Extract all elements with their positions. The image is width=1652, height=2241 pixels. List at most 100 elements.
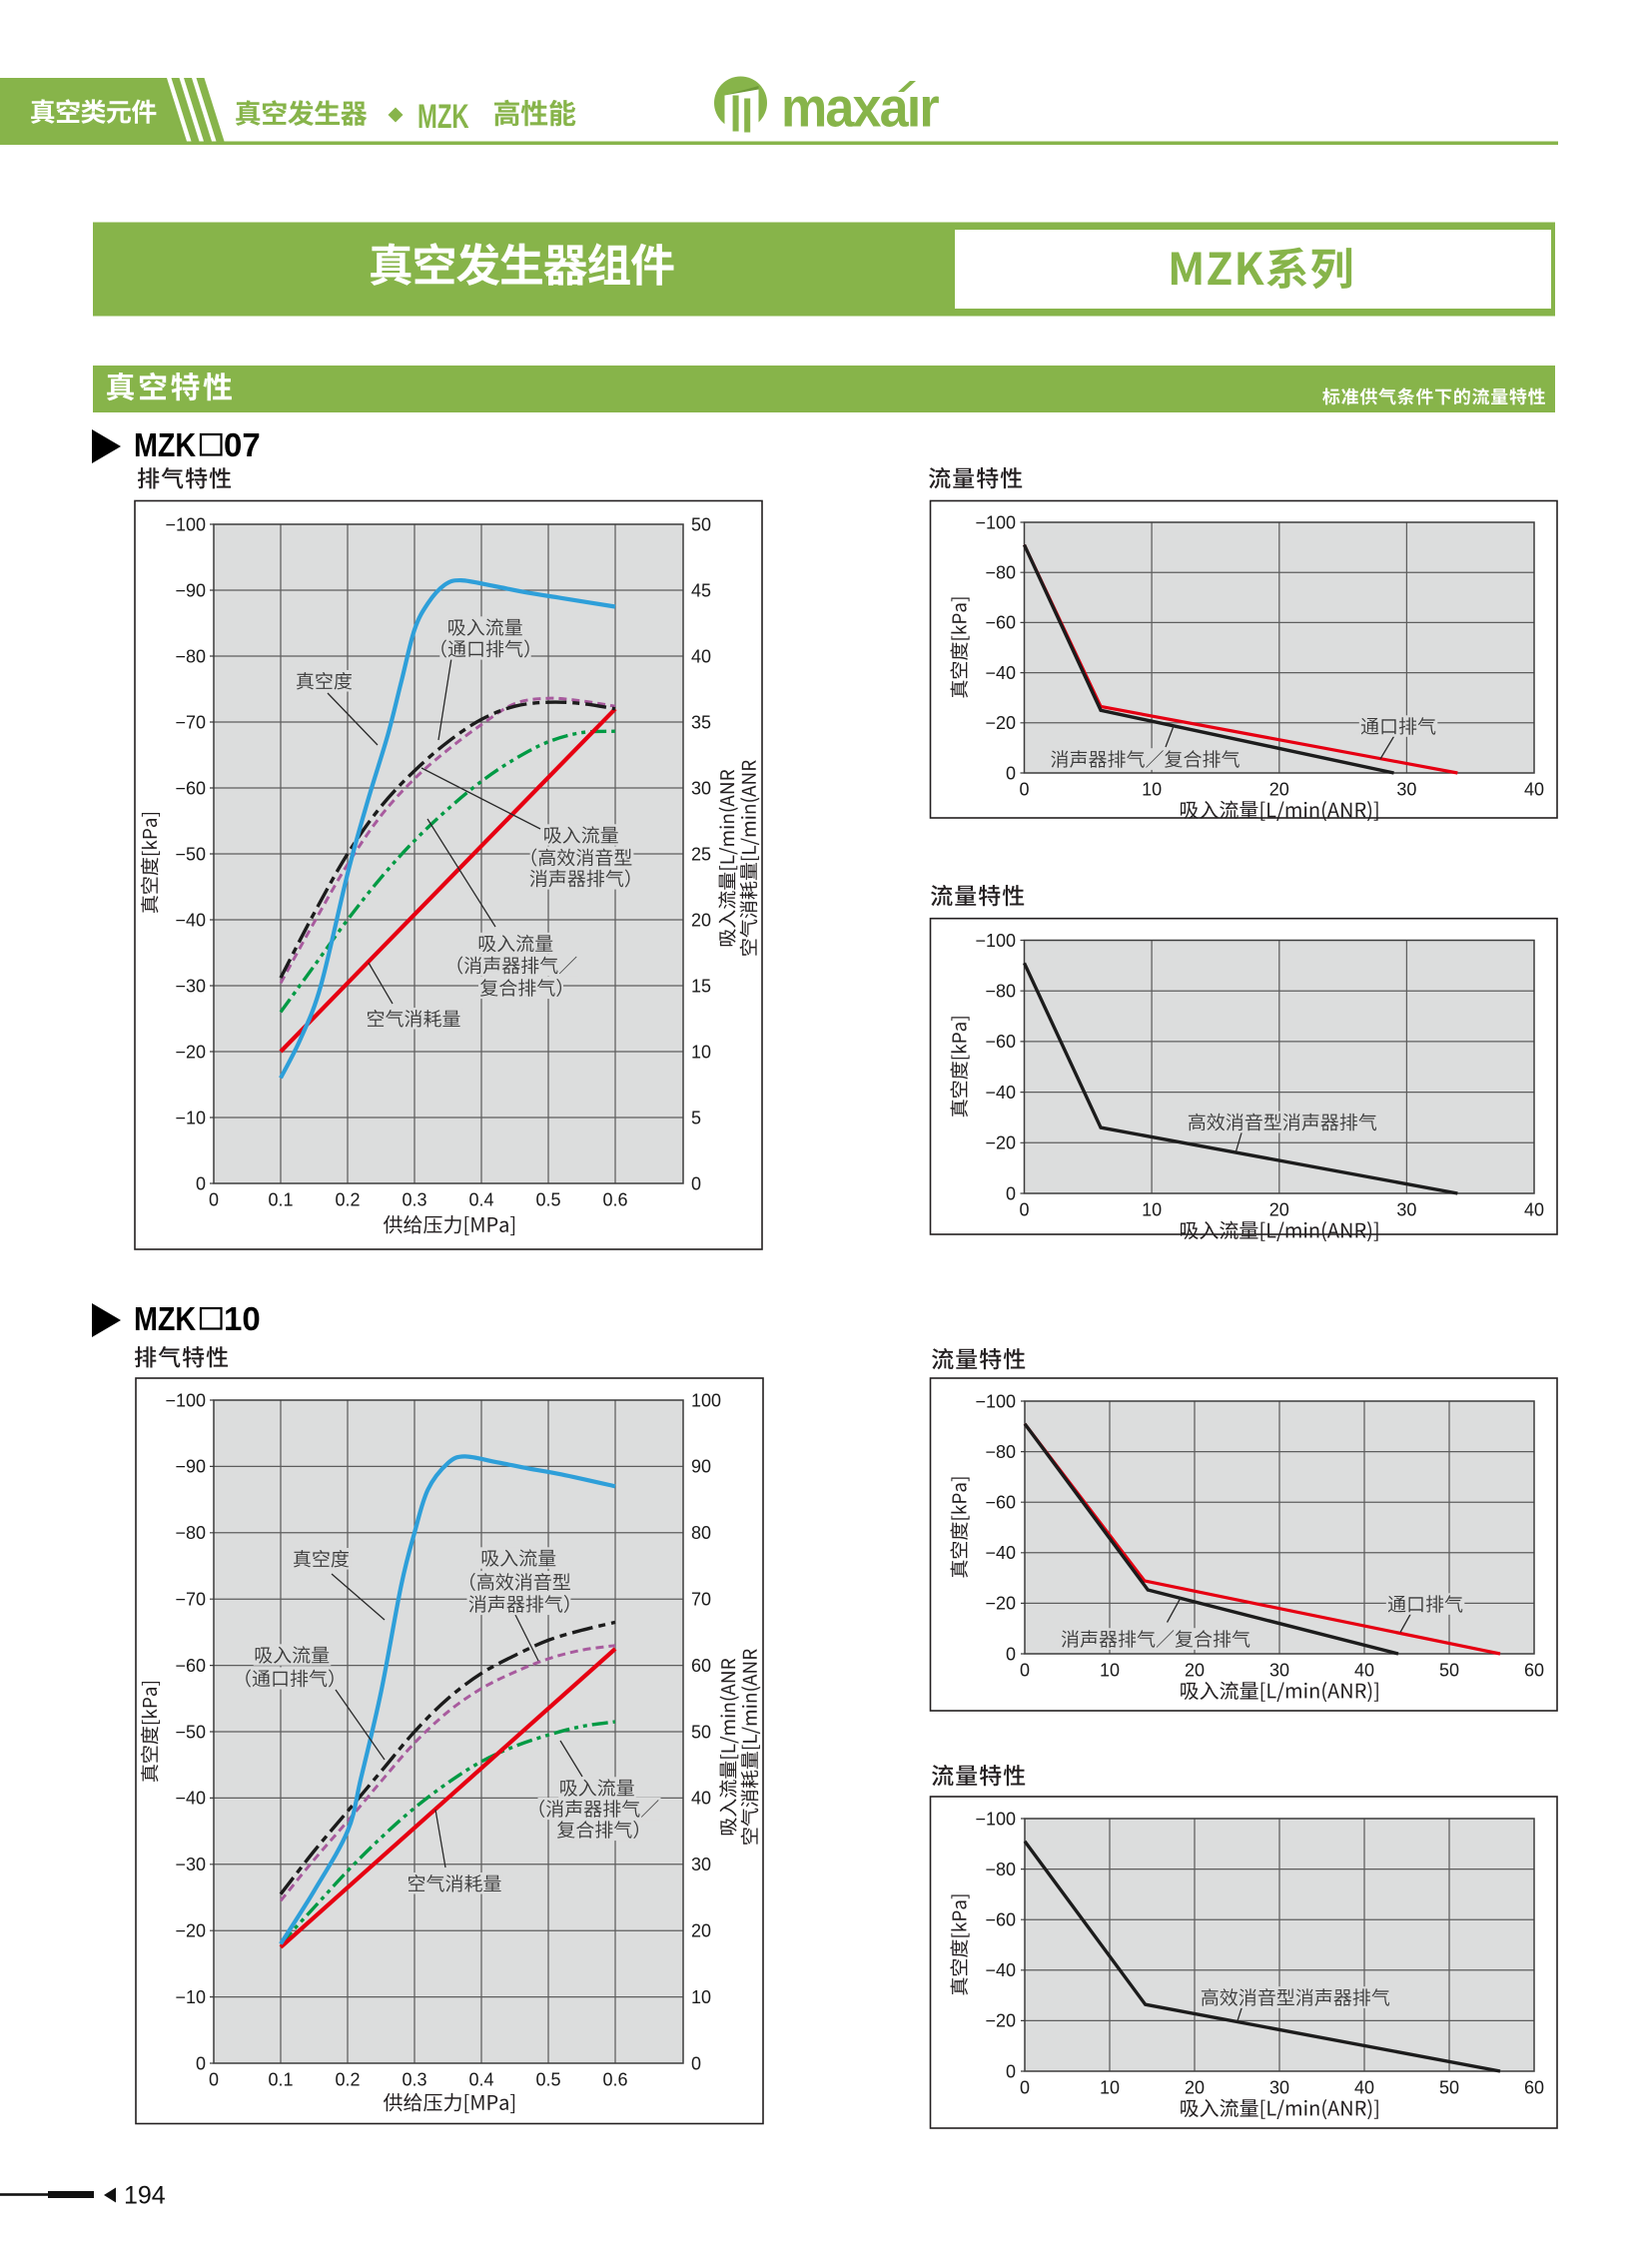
svg-text:maxaır: maxaır xyxy=(781,77,940,139)
svg-text:10: 10 xyxy=(1100,1661,1120,1681)
svg-text:MZK: MZK xyxy=(417,98,469,136)
svg-text:30: 30 xyxy=(1269,1661,1289,1681)
svg-text:40: 40 xyxy=(691,646,711,666)
svg-text:−20: −20 xyxy=(985,713,1016,733)
svg-text:0: 0 xyxy=(209,2070,219,2090)
svg-text:40: 40 xyxy=(1524,780,1544,800)
svg-text:50: 50 xyxy=(691,1722,711,1742)
svg-text:50: 50 xyxy=(1439,2078,1459,2098)
svg-text:−50: −50 xyxy=(175,1722,206,1742)
svg-text:0.3: 0.3 xyxy=(402,1190,426,1210)
svg-text:10: 10 xyxy=(691,1042,711,1062)
svg-text:0.2: 0.2 xyxy=(335,1190,360,1210)
svg-text:−80: −80 xyxy=(985,982,1016,1002)
svg-text:−80: −80 xyxy=(985,1442,1016,1462)
svg-text:10: 10 xyxy=(691,1987,711,2007)
svg-text:−40: −40 xyxy=(985,1543,1016,1563)
svg-text:−40: −40 xyxy=(175,910,206,930)
svg-text:20: 20 xyxy=(691,1921,711,1941)
svg-text:0: 0 xyxy=(1006,763,1016,783)
svg-text:25: 25 xyxy=(691,844,711,864)
svg-text:0.1: 0.1 xyxy=(268,2070,293,2090)
svg-text:−70: −70 xyxy=(175,1590,206,1610)
svg-text:−20: −20 xyxy=(985,1594,1016,1614)
svg-text:−40: −40 xyxy=(175,1789,206,1809)
svg-text:−60: −60 xyxy=(175,778,206,798)
svg-text:−10: −10 xyxy=(175,1987,206,2007)
svg-text:−40: −40 xyxy=(985,1960,1016,1980)
svg-text:0: 0 xyxy=(1006,2061,1016,2081)
svg-text:−20: −20 xyxy=(985,2011,1016,2031)
svg-text:−10: −10 xyxy=(175,1108,206,1127)
svg-text:90: 90 xyxy=(691,1457,711,1477)
svg-text:60: 60 xyxy=(1524,2078,1544,2098)
svg-text:0: 0 xyxy=(691,2053,701,2073)
svg-text:−40: −40 xyxy=(985,663,1016,683)
svg-text:−100: −100 xyxy=(975,1809,1016,1829)
svg-text:0.1: 0.1 xyxy=(268,1190,293,1210)
svg-text:0: 0 xyxy=(691,1173,701,1193)
svg-text:MZK: MZK xyxy=(134,1300,197,1337)
svg-text:60: 60 xyxy=(1524,1661,1544,1681)
svg-text:−70: −70 xyxy=(175,712,206,732)
svg-text:0.5: 0.5 xyxy=(535,1190,560,1210)
svg-text:60: 60 xyxy=(691,1656,711,1676)
svg-text:50: 50 xyxy=(691,514,711,534)
svg-text:0.3: 0.3 xyxy=(402,2070,426,2090)
svg-text:−80: −80 xyxy=(985,563,1016,583)
svg-text:40: 40 xyxy=(1524,1200,1544,1220)
svg-text:0.4: 0.4 xyxy=(468,1190,493,1210)
svg-text:40: 40 xyxy=(691,1789,711,1809)
svg-text:−80: −80 xyxy=(985,1860,1016,1879)
svg-text:−20: −20 xyxy=(175,1042,206,1062)
svg-text:−60: −60 xyxy=(175,1656,206,1676)
svg-text:70: 70 xyxy=(691,1590,711,1610)
svg-text:−80: −80 xyxy=(175,646,206,666)
svg-text:20: 20 xyxy=(1269,780,1289,800)
svg-text:10: 10 xyxy=(224,1300,261,1337)
svg-text:0.6: 0.6 xyxy=(602,2070,627,2090)
svg-text:07: 07 xyxy=(224,426,261,463)
svg-text:−90: −90 xyxy=(175,580,206,600)
svg-text:80: 80 xyxy=(691,1523,711,1543)
svg-text:−20: −20 xyxy=(175,1921,206,1941)
svg-text:0: 0 xyxy=(1020,1661,1030,1681)
svg-text:0: 0 xyxy=(196,2053,206,2073)
svg-text:0: 0 xyxy=(1006,1644,1016,1664)
svg-text:−40: −40 xyxy=(985,1083,1016,1103)
svg-text:−60: −60 xyxy=(985,1910,1016,1930)
svg-text:−80: −80 xyxy=(175,1523,206,1543)
svg-text:5: 5 xyxy=(691,1108,701,1127)
svg-text:0.4: 0.4 xyxy=(468,2070,493,2090)
svg-text:10: 10 xyxy=(1100,2078,1120,2098)
svg-text:−60: −60 xyxy=(985,1032,1016,1052)
svg-text:−100: −100 xyxy=(165,1390,206,1410)
svg-text:35: 35 xyxy=(691,712,711,732)
svg-text:0: 0 xyxy=(196,1173,206,1193)
svg-text:10: 10 xyxy=(1142,780,1162,800)
svg-text:20: 20 xyxy=(1185,1661,1205,1681)
svg-text:0: 0 xyxy=(1020,2078,1030,2098)
svg-text:0.5: 0.5 xyxy=(535,2070,560,2090)
svg-text:0: 0 xyxy=(209,1190,219,1210)
svg-text:30: 30 xyxy=(691,778,711,798)
svg-text:−50: −50 xyxy=(175,844,206,864)
svg-text:MZK: MZK xyxy=(134,426,197,463)
svg-text:20: 20 xyxy=(1269,1200,1289,1220)
svg-text:30: 30 xyxy=(1396,780,1416,800)
svg-text:50: 50 xyxy=(1439,1661,1459,1681)
svg-text:40: 40 xyxy=(1354,2078,1374,2098)
svg-text:100: 100 xyxy=(691,1390,721,1410)
svg-text:0.6: 0.6 xyxy=(602,1190,627,1210)
svg-text:30: 30 xyxy=(1396,1200,1416,1220)
svg-text:194: 194 xyxy=(124,2182,166,2210)
svg-text:−100: −100 xyxy=(975,1391,1016,1411)
svg-text:−100: −100 xyxy=(975,512,1016,532)
svg-text:−20: −20 xyxy=(985,1133,1016,1153)
svg-text:−60: −60 xyxy=(985,1493,1016,1513)
svg-text:15: 15 xyxy=(691,976,711,996)
svg-text:20: 20 xyxy=(1185,2078,1205,2098)
svg-text:0: 0 xyxy=(1006,1183,1016,1203)
svg-text:−100: −100 xyxy=(165,514,206,534)
svg-text:−30: −30 xyxy=(175,976,206,996)
